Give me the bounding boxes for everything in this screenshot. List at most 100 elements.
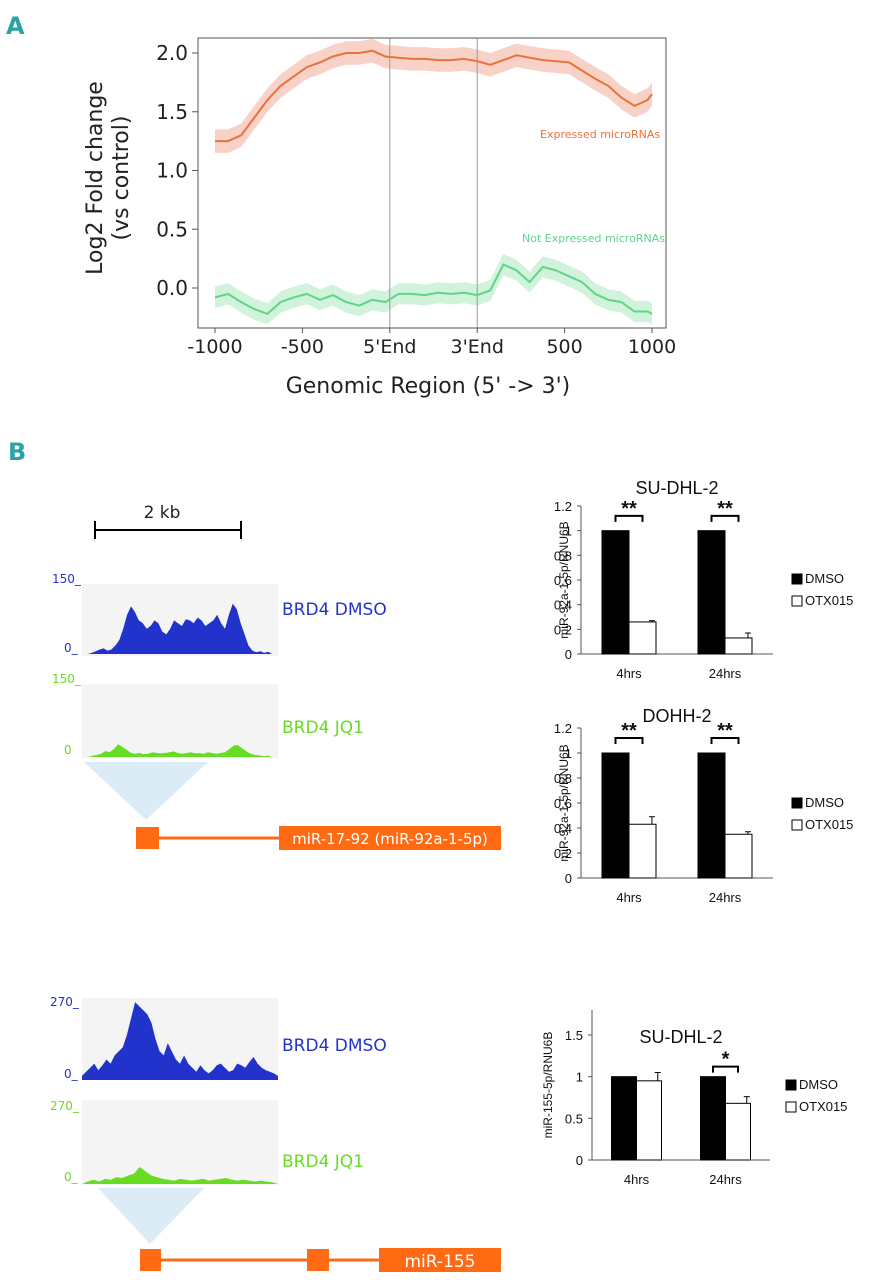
bar-chart-ytick-label: 0.6 <box>554 796 572 811</box>
legend-expressed-label: Expressed microRNAs <box>540 128 660 141</box>
profile-ytick-label: 2.0 <box>156 41 188 65</box>
bar-dmso-24hrs <box>697 530 726 655</box>
bar-chart-category-label: 24hrs <box>709 1172 742 1187</box>
mir17-dmso-signal <box>84 603 272 654</box>
mir17-dmso-min: 0_ <box>64 641 79 655</box>
bar-chart-dohh2-mir92: DOHH-2 miR-92a-1-5p/RNU6B 1.2 1 0.8 0.6 0.4 0.2… <box>554 706 854 905</box>
mir17-jq1-min: 0 <box>64 743 72 757</box>
bar-chart-category-label: 24hrs <box>709 890 742 905</box>
profile-xtick-label: -1000 <box>187 336 242 358</box>
profile-xtick-label: 5'End <box>363 336 416 358</box>
significance-bracket <box>710 514 740 522</box>
bar-chart-ytick-label: 1 <box>565 524 572 539</box>
legend-not-expressed-label: Not Expressed microRNAs <box>522 232 665 245</box>
bar-dmso-4hrs <box>611 1076 637 1161</box>
legend-swatch-otx015 <box>785 1101 797 1113</box>
bar-otx015-24hrs <box>724 637 753 655</box>
significance-bracket <box>710 737 740 744</box>
mir155-jq1-track-bg <box>82 1100 278 1185</box>
bar-chart-ylabel: miR-155-5p/RNU6B <box>541 1032 555 1139</box>
bar-chart-ytick-label: 0 <box>576 1153 583 1168</box>
bar-chart-sudhl2-mir155: SU-DHL-2 miR-155-5p/RNU6B 1.5 1 0.5 0 4hrs 24hr… <box>541 1010 847 1187</box>
mir155-track-group: 270_ 0_ BRD4 DMSO 270_ 0_ BRD4 JQ1 miR-1… <box>50 995 501 1272</box>
bar-chart-ytick-label: 0.8 <box>554 771 572 786</box>
bar-otx015-24hrs <box>725 1102 751 1161</box>
mir17-gene-label: miR-17-92 (miR-92a-1-5p) <box>292 830 488 848</box>
scale-bar-label: 2 kb <box>144 503 181 523</box>
significance-bracket <box>712 1065 739 1073</box>
bar-otx015-4hrs <box>628 621 657 655</box>
mir17-jq1-max: 150_ <box>52 672 82 686</box>
significance-stars: * <box>722 1049 730 1071</box>
bar-otx015-4hrs <box>628 823 657 879</box>
mir155-gene-exon-1 <box>140 1249 161 1271</box>
bar-chart-title: SU-DHL-2 <box>635 478 718 498</box>
profile-xtick-label: 3'End <box>450 336 503 358</box>
legend-label-otx015: OTX015 <box>805 817 853 832</box>
legend-swatch-dmso <box>785 1079 797 1091</box>
mir17-gene-exon-1 <box>136 827 159 849</box>
profile-line-chart: 2.0 1.5 1.0 0.5 0.0 -1000 -500 5'End 3'End 500 10… <box>83 37 676 399</box>
mir17-zoom-triangle <box>84 762 208 820</box>
significance-stars: ** <box>621 720 637 742</box>
bar-chart-ytick-label: 0.4 <box>554 821 572 836</box>
scale-bar: 2 kb <box>94 503 242 539</box>
significance-stars: ** <box>717 498 733 520</box>
bar-chart-ytick-label: 1.5 <box>565 1028 583 1043</box>
bar-chart-sudhl2-mir92: SU-DHL-2 miR-92a-1-5p/RNU6B 1.2 1 0.8 0.6 0.4 0… <box>554 478 854 681</box>
bar-chart-ytick-label: 0 <box>565 647 572 662</box>
bar-otx015-4hrs <box>636 1080 662 1161</box>
bar-chart-ytick-label: 0.2 <box>554 846 572 861</box>
legend-label-dmso: DMSO <box>799 1077 838 1092</box>
bar-dmso-24hrs <box>697 752 726 879</box>
bar-chart-title: DOHH-2 <box>642 706 711 726</box>
bar-dmso-24hrs <box>700 1076 726 1161</box>
mir155-gene-exon-2 <box>307 1249 329 1271</box>
profile-ytick-label: 1.5 <box>156 100 188 124</box>
bar-chart-ytick-label: 0.4 <box>554 598 572 613</box>
legend-label-dmso: DMSO <box>805 795 844 810</box>
mir155-dmso-min: 0_ <box>64 1067 79 1081</box>
bar-otx015-24hrs <box>724 833 753 879</box>
mir155-jq1-signal <box>82 1167 278 1184</box>
significance-stars: ** <box>621 498 637 520</box>
bar-chart-ytick-label: 0.6 <box>554 573 572 588</box>
bar-chart-ytick-label: 0 <box>565 871 572 886</box>
mir155-dmso-max: 270_ <box>50 995 80 1009</box>
significance-stars: ** <box>717 720 733 742</box>
bar-chart-category-label: 4hrs <box>624 1172 650 1187</box>
legend-swatch-otx015 <box>791 595 803 607</box>
bar-chart-category-label: 24hrs <box>709 666 742 681</box>
profile-band-not-expressed <box>215 253 652 325</box>
mir155-dmso-label: BRD4 DMSO <box>282 1036 387 1056</box>
mir155-dmso-signal <box>82 1002 278 1080</box>
bar-chart-ytick-label: 1 <box>576 1070 583 1085</box>
legend-label-otx015: OTX015 <box>805 593 853 608</box>
mir155-jq1-label: BRD4 JQ1 <box>282 1152 364 1172</box>
profile-ytick-label: 0.0 <box>156 276 188 300</box>
bar-chart-title: SU-DHL-2 <box>639 1027 722 1047</box>
profile-ytick-label: 0.5 <box>156 217 188 241</box>
significance-bracket <box>614 514 644 522</box>
profile-plot-frame <box>197 37 667 329</box>
panel-letter-b: B <box>8 438 26 466</box>
bar-chart-ylabel: miR-92a-1-5p/RNU6B <box>557 744 571 861</box>
mir17-jq1-label: BRD4 JQ1 <box>282 718 364 738</box>
bar-chart-ylabel: miR-92a-1-5p/RNU6B <box>557 521 571 638</box>
bar-dmso-4hrs <box>601 752 630 879</box>
profile-band-expressed <box>215 38 652 153</box>
profile-xlabel: Genomic Region (5' -> 3') <box>286 374 571 399</box>
legend-label-otx015: OTX015 <box>799 1099 847 1114</box>
profile-ylabel-line2: (vs control) <box>109 116 134 241</box>
profile-line-expressed <box>215 49 653 143</box>
bar-chart-ytick-label: 0.8 <box>554 548 572 563</box>
mir17-gene-exon-2 <box>279 826 501 850</box>
profile-xtick-label: 500 <box>546 336 582 358</box>
legend-label-dmso: DMSO <box>805 571 844 586</box>
mir155-gene-exon-3 <box>379 1248 501 1272</box>
profile-ylabel-line1: Log2 Fold change <box>83 81 108 275</box>
mir155-zoom-triangle <box>98 1188 204 1244</box>
profile-xtick-label: 1000 <box>628 336 676 358</box>
bar-chart-ytick-label: 1 <box>565 746 572 761</box>
